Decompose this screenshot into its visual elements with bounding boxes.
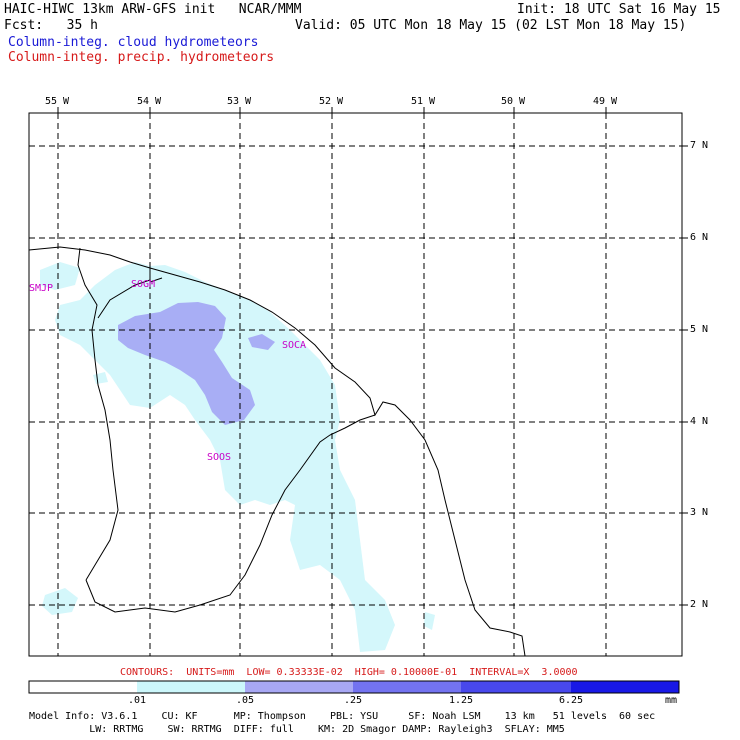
lat-label-3n: 3 N [690,507,709,518]
contour-info: CONTOURS: UNITS=mm LOW= 0.33333E-02 HIGH… [120,667,578,678]
station-soos: SOOS [207,452,232,463]
cloud-field-light [40,262,435,652]
valid-time: Valid: 05 UTC Mon 18 May 15 (02 LST Mon … [295,18,687,33]
lon-label-51w: 51 W [411,96,436,107]
latlon-grid [29,113,682,656]
field-cloud-label: Column-integ. cloud hydrometeors [8,35,259,50]
frame-ticks [57,107,688,606]
cloud-field-mid [118,302,275,425]
lat-label-5n: 5 N [690,324,709,335]
colorbar-label-3: 1.25 [449,695,474,706]
lon-label-49w: 49 W [593,96,618,107]
lat-label-2n: 2 N [690,599,709,610]
colorbar-label-2: .25 [344,695,363,706]
lon-label-50w: 50 W [501,96,526,107]
plot-title: HAIC-HIWC 13km ARW-GFS init NCAR/MMM [4,2,302,17]
model-info-line1: Model Info: V3.6.1 CU: KF MP: Thompson P… [29,711,656,722]
station-soca: SOCA [282,340,307,351]
lon-label-55w: 55 W [45,96,70,107]
lat-label-7n: 7 N [690,140,709,151]
forecast-hour: Fcst: 35 h [4,18,98,33]
model-info-line2: LW: RRTMG SW: RRTMG DIFF: full KM: 2D Sm… [29,724,565,735]
lon-label-53w: 53 W [227,96,252,107]
field-precip-label: Column-integ. precip. hydrometeors [8,50,275,65]
lat-label-4n: 4 N [690,416,709,427]
colorbar-label-4: 6.25 [559,695,584,706]
station-sogm: SOGM [131,279,156,290]
colorbar-unit: mm [665,695,678,706]
station-smjp: SMJP [29,283,54,294]
coastline-borders [28,246,526,657]
colorbar-label-0: .01 [128,695,147,706]
lat-label-6n: 6 N [690,232,709,243]
lon-label-52w: 52 W [319,96,344,107]
colorbar-label-1: .05 [236,695,255,706]
map-frame [28,112,683,657]
lon-label-54w: 54 W [137,96,162,107]
init-time: Init: 18 UTC Sat 16 May 15 [517,2,721,17]
